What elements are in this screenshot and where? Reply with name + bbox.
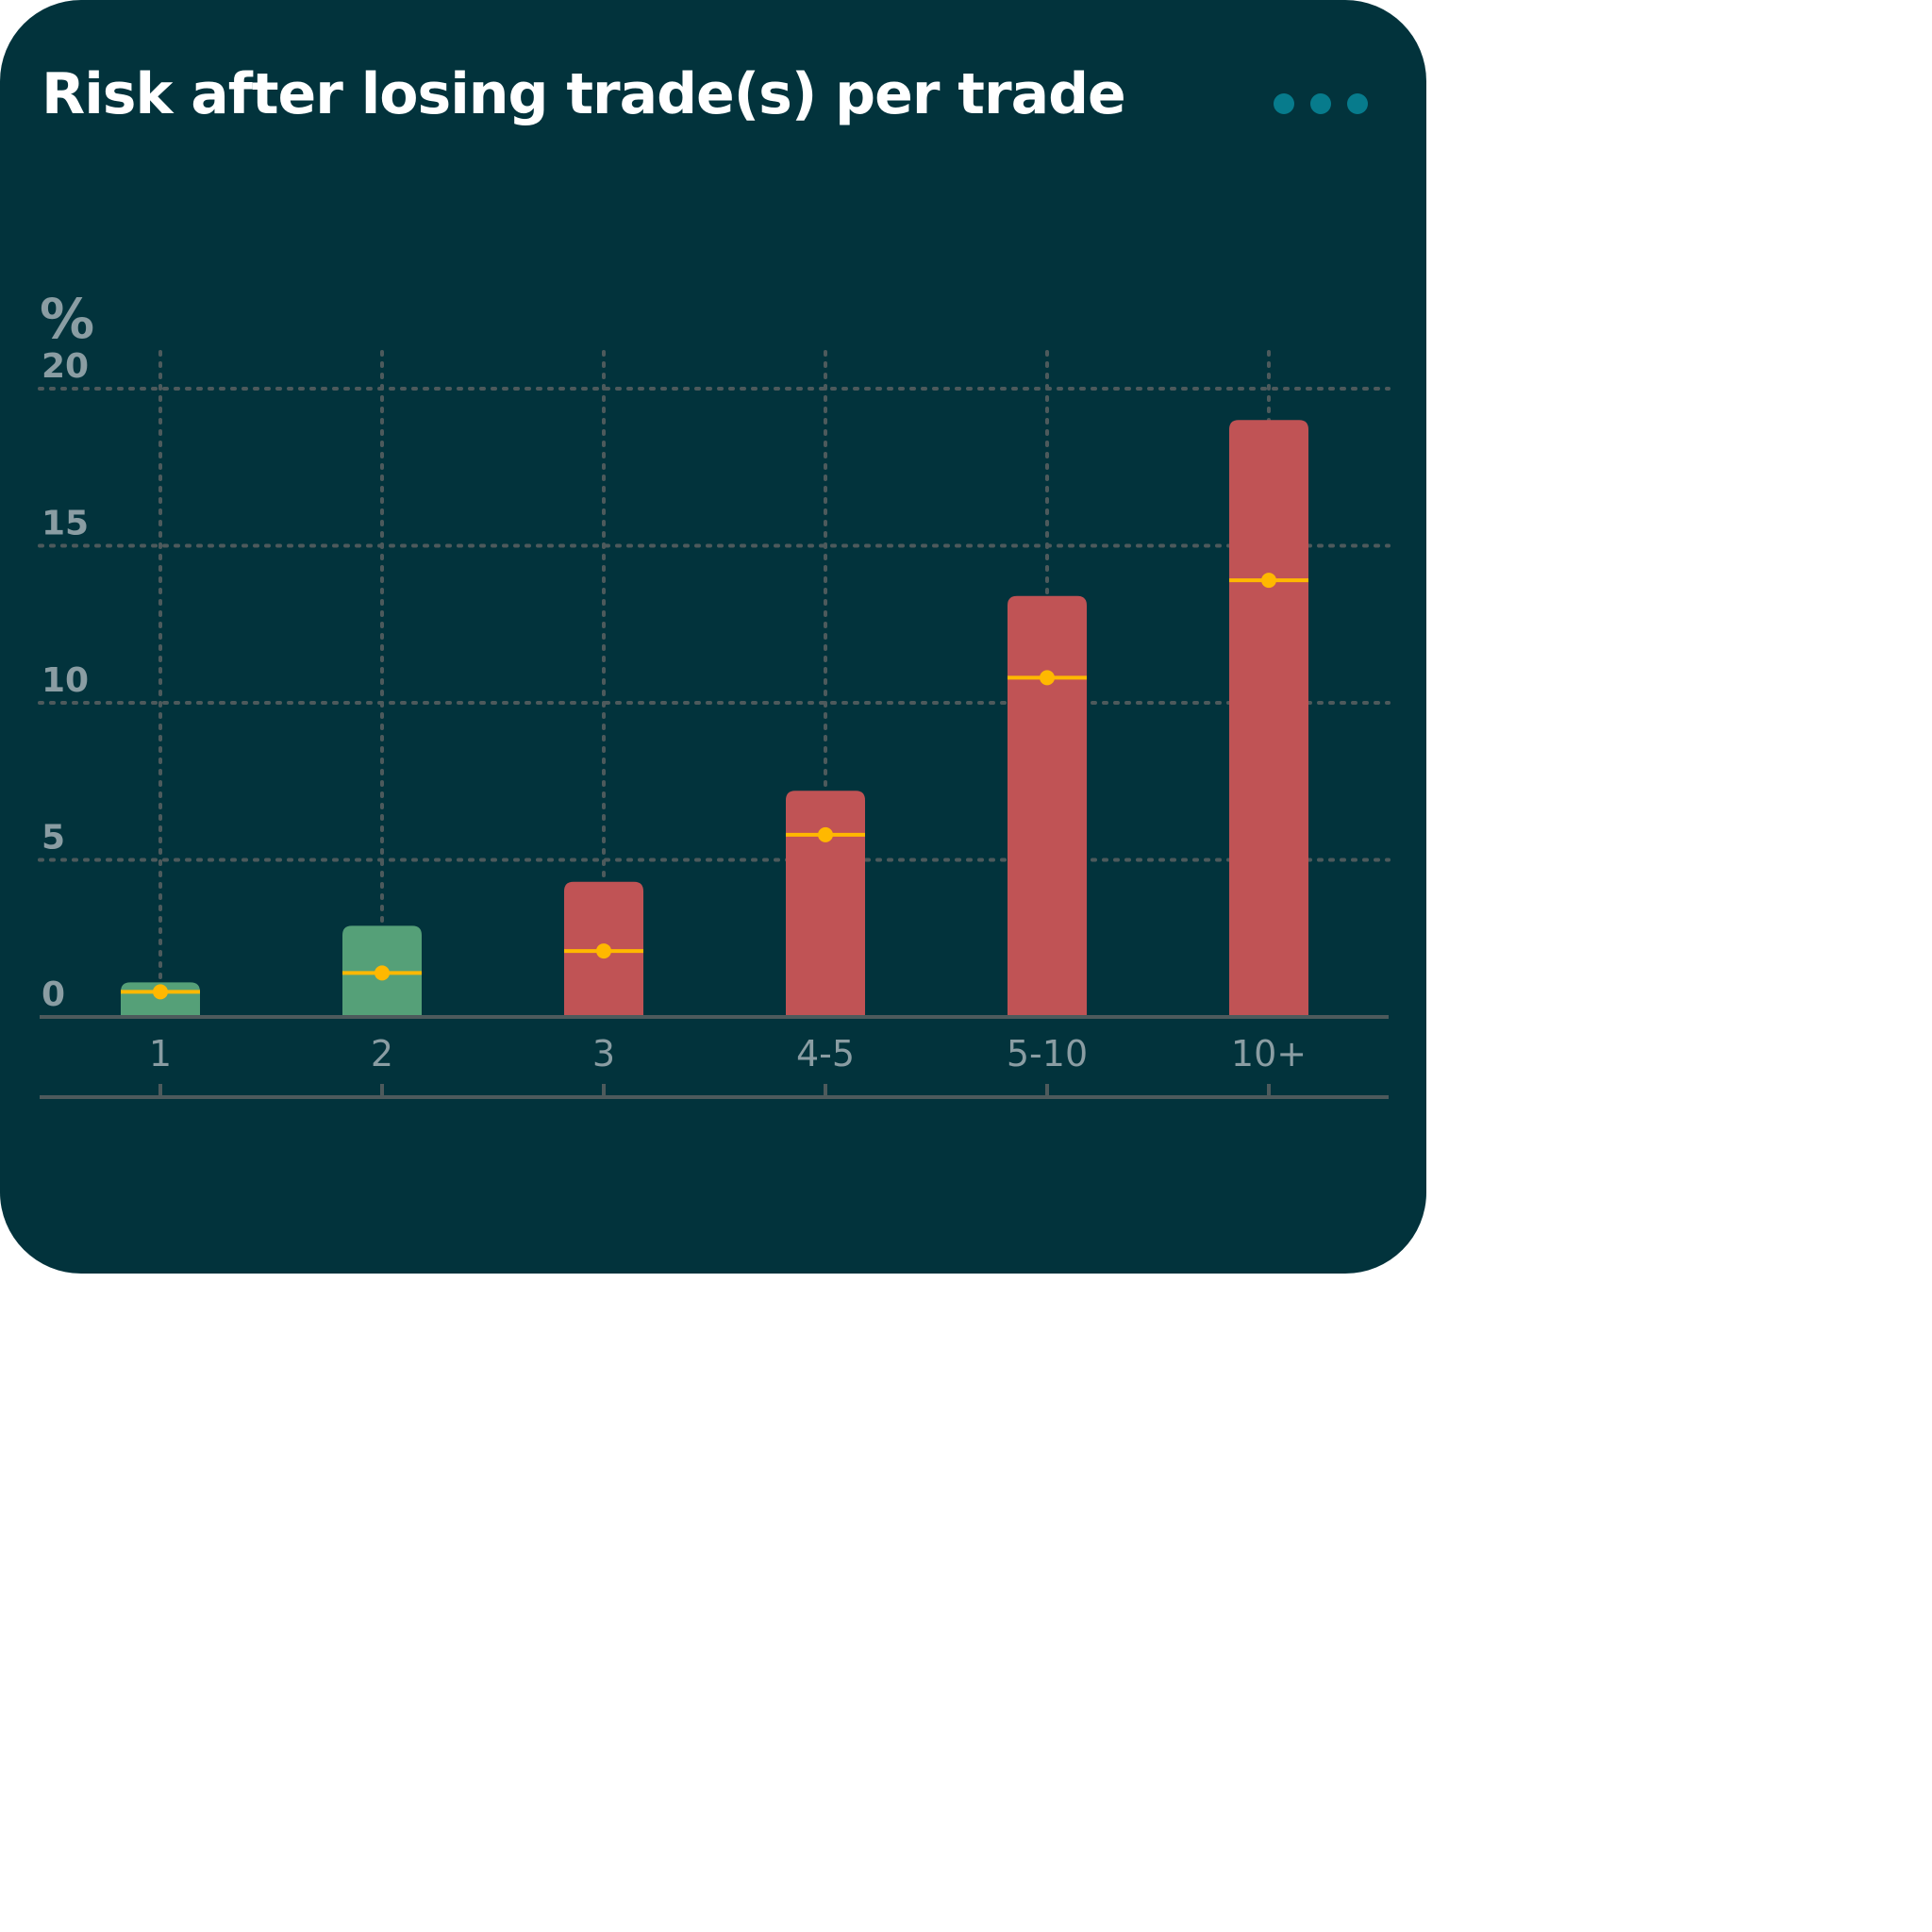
chart-card: Risk after losing trade(s) per trade % 0…: [0, 0, 1426, 1274]
x-tick-label: 1: [149, 1033, 172, 1074]
bar: [1008, 595, 1087, 1017]
bars-layer: [121, 420, 1308, 1017]
x-tick-label: 10+: [1231, 1033, 1307, 1074]
y-axis-unit-label: %: [40, 287, 94, 351]
grid-layer: [38, 350, 1391, 1019]
more-horizontal-icon: [1347, 93, 1368, 114]
y-tick-label: 15: [42, 505, 89, 543]
x-tick-label: 3: [592, 1033, 615, 1074]
y-tick-label: 5: [42, 819, 65, 858]
bar: [1229, 420, 1308, 1017]
y-tick-label: 0: [42, 975, 65, 1014]
marker-point: [375, 965, 390, 981]
y-tick-label: 10: [42, 661, 89, 700]
y-tick-label: 20: [42, 347, 89, 386]
axis-layer: [40, 1015, 1389, 1099]
x-tick-label: 2: [371, 1033, 393, 1074]
labels-layer: % 0 5 10 15 20 1 2 3 4-5 5-10 10+: [40, 287, 1307, 1074]
marker-point: [596, 943, 611, 959]
x-tick-label: 5-10: [1007, 1033, 1088, 1074]
marker-point: [1040, 670, 1055, 686]
card-title: Risk after losing trade(s) per trade: [42, 61, 1126, 127]
marker-point: [818, 826, 833, 842]
bar: [786, 791, 865, 1017]
more-horizontal-icon: [1274, 93, 1294, 114]
bar-chart: % 0 5 10 15 20 1 2 3 4-5 5-10 10+: [38, 287, 1391, 1099]
marker-point: [1261, 573, 1276, 589]
marker-point: [153, 984, 168, 1000]
more-horizontal-icon: [1310, 93, 1331, 114]
more-options-button[interactable]: [1274, 83, 1368, 125]
x-tick-label: 4-5: [796, 1033, 855, 1074]
